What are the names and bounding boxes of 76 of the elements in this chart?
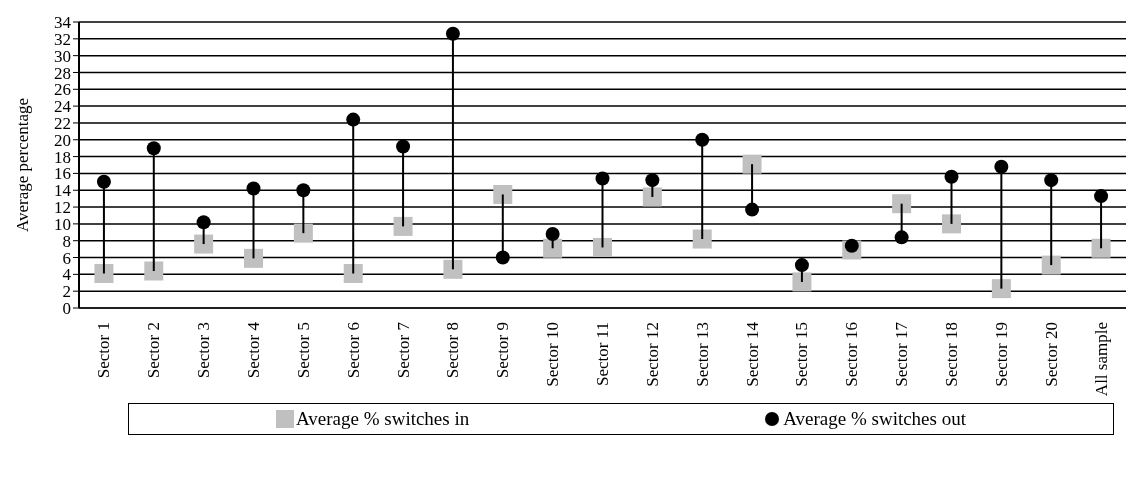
point: [692, 229, 712, 249]
x-tick-label: Sector 15: [792, 322, 812, 387]
point: [396, 139, 411, 154]
y-tick-label: 8: [62, 231, 71, 251]
point: [645, 173, 660, 188]
point: [94, 264, 114, 284]
point: [393, 216, 413, 236]
point: [293, 223, 313, 243]
point: [595, 171, 610, 186]
x-tick-label: Sector 7: [393, 321, 413, 379]
point: [745, 202, 760, 217]
point: [792, 272, 812, 292]
point: [443, 259, 463, 279]
point: [543, 238, 563, 258]
legend-label: Average % switches in: [295, 408, 470, 430]
x-tick-label: All sample: [1091, 322, 1111, 397]
point: [695, 132, 710, 147]
y-tick-label: 0: [62, 299, 71, 319]
point: [343, 264, 363, 284]
x-tick-label: Sector 16: [842, 322, 862, 387]
y-tick-label: 26: [54, 80, 71, 100]
x-tick-label: Sector 6: [343, 322, 363, 379]
x-tick-label: Sector 12: [642, 322, 662, 387]
point: [196, 215, 211, 230]
y-tick-label: 30: [54, 46, 71, 66]
y-tick-label: 14: [54, 181, 72, 201]
point: [991, 279, 1011, 299]
point: [545, 226, 560, 241]
x-tick-label: Sector 14: [742, 321, 762, 387]
y-tick-label: 18: [54, 147, 71, 167]
point: [96, 174, 111, 189]
x-tick-label: Sector 19: [991, 322, 1011, 387]
point: [244, 248, 263, 268]
point: [493, 184, 513, 204]
x-tick-label: Sector 3: [194, 322, 214, 379]
point: [1091, 238, 1111, 258]
x-tick-label: Sector 10: [543, 322, 563, 387]
point: [642, 187, 662, 207]
point: [794, 258, 809, 273]
x-tick-label: Sector 1: [94, 322, 114, 379]
x-tick-label: Sector 13: [692, 322, 712, 387]
point: [944, 169, 959, 184]
x-tick-label: Sector 2: [144, 322, 164, 379]
y-tick-label: 2: [62, 282, 71, 302]
x-tick-label: Sector 8: [443, 322, 463, 379]
y-tick-label: 20: [54, 130, 71, 150]
point: [593, 237, 612, 257]
point: [495, 250, 510, 265]
x-tick-label: Sector 20: [1041, 322, 1061, 387]
point: [445, 26, 460, 41]
point: [942, 214, 961, 234]
point: [1041, 255, 1061, 275]
x-tick-label: Sector 4: [244, 321, 263, 379]
point: [742, 154, 762, 174]
x-tick-label: Sector 11: [593, 322, 612, 387]
point: [144, 261, 164, 281]
y-axis-title: Average percentage: [13, 97, 33, 233]
x-tick-label: Sector 9: [493, 322, 513, 379]
legend-label: Average % switches out: [782, 408, 966, 430]
point: [194, 234, 214, 254]
y-tick-label: 6: [62, 248, 71, 268]
point: [146, 141, 161, 156]
point: [1094, 189, 1109, 204]
x-tick-label: Sector 17: [892, 321, 912, 387]
point: [346, 112, 361, 127]
point: [892, 194, 912, 214]
point: [894, 230, 909, 245]
x-tick-label: Sector 5: [293, 322, 313, 379]
y-tick-label: 28: [54, 63, 71, 83]
y-tick-label: 4: [62, 265, 72, 285]
x-tick-label: Sector 18: [942, 322, 961, 387]
point: [296, 183, 311, 198]
y-tick-label: 16: [54, 164, 71, 184]
point: [994, 159, 1009, 174]
point: [246, 181, 261, 196]
point: [1044, 173, 1059, 188]
